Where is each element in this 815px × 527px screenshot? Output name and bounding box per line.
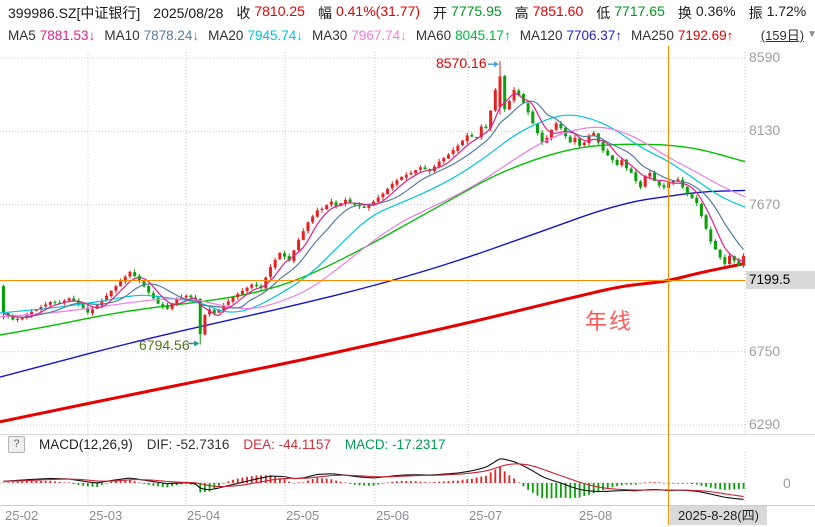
candlestick-canvas[interactable] <box>0 46 815 434</box>
ma-item: MA20 7945.74↓ <box>208 27 304 43</box>
ma-header: MA5 7881.53↓ MA10 7878.24↓ MA20 7945.74↓ MA30 7… <box>0 25 815 45</box>
quote-fields: 收 7810.25 幅 0.41%(31.77) 开 7775.95 高 7851.60 低 77… <box>236 3 815 23</box>
quote-field: 幅 0.41%(31.77) <box>317 2 421 21</box>
macd-title[interactable]: MACD(12,26,9) <box>39 436 133 452</box>
axis-separator <box>0 505 815 506</box>
x-axis-tick: 25-04 <box>187 508 221 523</box>
dea-line <box>3 463 744 498</box>
ma-values: MA5 7881.53↓ MA10 7878.24↓ MA20 7945.74↓ MA30 7… <box>8 28 733 43</box>
dif-line <box>3 458 744 500</box>
y-axis-tick: 6750 <box>749 342 781 359</box>
x-axis-tick: 25-08 <box>579 508 613 523</box>
quote-field: 振 1.72% <box>748 2 807 21</box>
ma-item: MA120 7706.37↑ <box>519 27 623 43</box>
x-axis-tick: 25-05 <box>286 508 320 523</box>
period-label[interactable]: (159日) <box>760 28 805 43</box>
ma-item: MA30 7967.74↓ <box>312 27 407 43</box>
ma-item: MA250 7192.69↑ <box>631 27 734 43</box>
quote-field: 高 7851.60 <box>514 2 584 21</box>
x-axis-tick: 25-02 <box>5 508 39 523</box>
symbol-name: 399986.SZ[中证银行] <box>8 4 141 21</box>
crosshair-vertical-line <box>668 46 669 525</box>
ma20-line <box>0 114 746 314</box>
quote-field: 换 0.36% <box>677 2 736 21</box>
ma30-line <box>0 126 746 318</box>
help-icon[interactable]: ? <box>8 435 25 453</box>
dea-value: DEA: -44.1157 <box>243 436 331 452</box>
pane-separator <box>0 434 815 435</box>
x-axis-tick: 25-03 <box>89 508 123 523</box>
crosshair-price-label: 7199.5 <box>746 271 815 289</box>
ma5-line <box>3 93 744 319</box>
ma-item: MA10 7878.24↓ <box>104 27 200 43</box>
ma-item: MA60 8045.17↑ <box>415 27 511 43</box>
ma10-line <box>3 100 745 318</box>
y-axis-tick: 7670 <box>749 195 781 212</box>
quote-header: 399986.SZ[中证银行] 2025/08/28 收 7810.25 幅 0.41… <box>0 2 815 23</box>
ma-item: MA5 7881.53↓ <box>8 27 96 43</box>
quote-field: 低 7717.65 <box>596 2 665 21</box>
crosshair-date-label: 2025-8-28(四) <box>670 506 767 525</box>
annotation-high-price: 8570.16 <box>436 55 487 71</box>
dif-value: DIF: -52.7316 <box>146 436 230 452</box>
macd-header: ? MACD(12,26,9) DIF: -52.7316 DEA: -44.1… <box>0 435 446 453</box>
macd-zero-label: 0 <box>783 475 791 491</box>
y-axis-tick: 8130 <box>749 122 781 139</box>
crosshair-horizontal-line <box>0 280 745 281</box>
ma60-line <box>0 143 746 336</box>
x-axis-tick: 25-06 <box>376 508 410 523</box>
annotation-low-price: 6794.56 <box>139 337 190 353</box>
annotation-year-line: 年线 <box>585 309 634 334</box>
x-axis: 2025-8-28(四) 25-02 25-03 25-04 25-05 25-06 25… <box>0 506 815 527</box>
macd-pane[interactable] <box>0 452 815 505</box>
main-price-chart[interactable]: 8570.16 6794.56 年线 8590 8130 7670 6750 6290 <box>0 46 815 434</box>
macd-canvas[interactable] <box>0 452 815 505</box>
quote-field: 开 7775.95 <box>433 2 502 21</box>
macd-histogram <box>2 466 745 499</box>
ma250-line <box>0 262 746 424</box>
macd-value: MACD: -17.2317 <box>344 436 446 452</box>
chevron-down-icon: ▼ <box>807 29 815 40</box>
y-axis-tick: 8590 <box>749 49 781 65</box>
y-axis-tick: 6290 <box>749 416 781 432</box>
x-axis-tick: 25-07 <box>469 508 503 523</box>
period-selector[interactable]: (159日) ▼ <box>761 25 815 44</box>
quote-date: 2025/08/28 <box>153 4 224 21</box>
ma120-line <box>0 189 746 378</box>
quote-field: 收 7810.25 <box>236 2 305 21</box>
